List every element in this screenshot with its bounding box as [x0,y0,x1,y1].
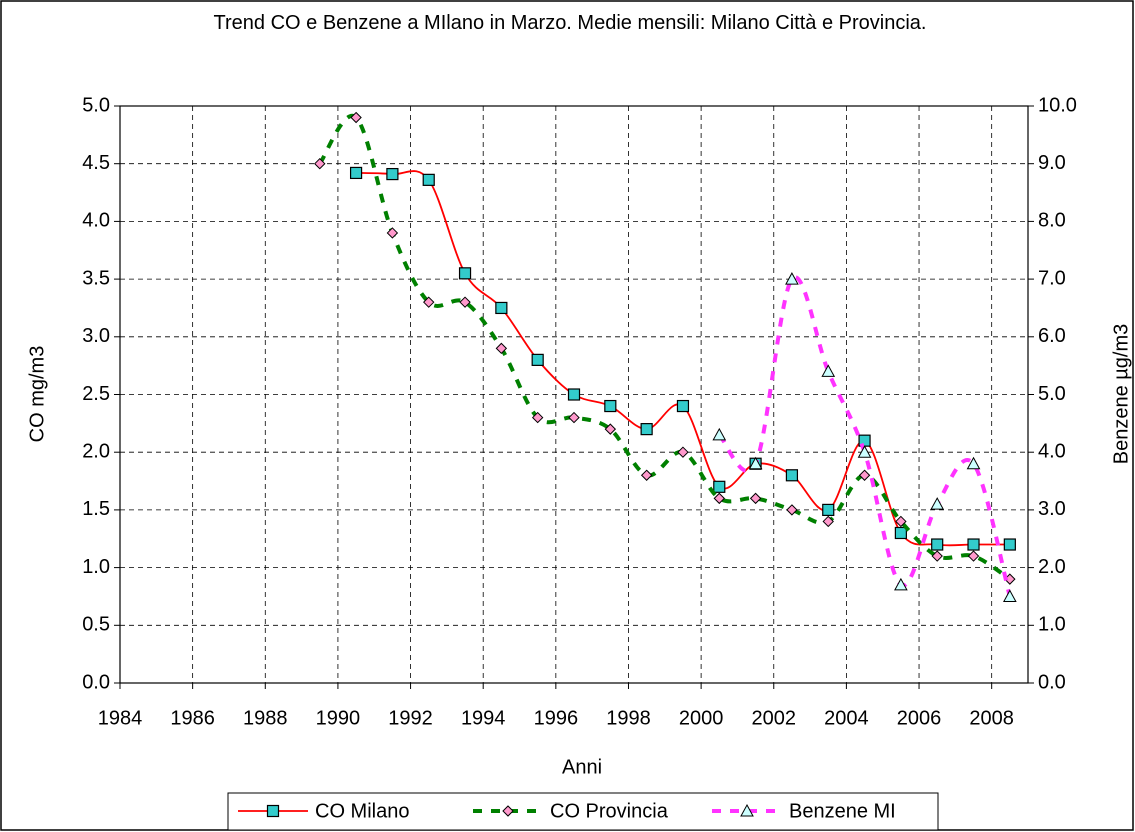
legend-label: CO Milano [315,800,409,822]
marker [930,497,945,510]
marker [422,173,435,186]
x-tick-label: 1994 [461,707,506,729]
y2-tick-label: 0.0 [1038,671,1066,693]
y-tick-label: 0.5 [82,614,110,636]
y-tick-label: 3.5 [82,267,110,289]
marker [676,399,690,413]
x-tick-label: 1984 [98,707,143,729]
marker [495,301,508,315]
y2-tick-label: 5.0 [1038,383,1066,405]
marker [712,427,727,441]
marker [785,469,799,482]
y2-tick-label: 7.0 [1038,267,1066,289]
marker [1003,538,1016,551]
marker [567,388,581,401]
marker [931,550,943,562]
marker [350,111,362,124]
y2-tick-label: 1.0 [1038,614,1066,636]
marker [967,550,980,562]
marker [1002,589,1017,602]
y-tick-label: 4.0 [82,210,110,232]
y2-tick-label: 8.0 [1038,210,1066,232]
x-tick-label: 2006 [897,707,942,729]
y-tick-label: 2.0 [82,440,110,462]
legend-box [227,792,939,831]
marker [531,353,544,366]
marker [604,399,617,413]
y-tick-label: 4.5 [82,152,110,174]
marker [931,538,944,551]
marker [785,272,799,285]
y-tick-label: 0.0 [82,671,110,693]
marker [604,423,617,435]
x-tick-label: 1986 [170,707,215,729]
marker [822,503,835,516]
legend-label: Benzene MI [789,800,896,822]
marker [531,411,544,424]
legend-marker [266,804,280,818]
y2-tick-label: 4.0 [1038,440,1066,462]
chart-title: Trend CO e Benzene a MIlano in Marzo. Me… [213,12,927,34]
y-tick-label: 1.0 [82,556,110,578]
marker [386,227,399,239]
y-axis-label: CO mg/m3 [26,346,48,443]
marker [314,157,326,170]
marker [640,469,653,481]
y-tick-label: 1.5 [82,498,110,520]
series-line [318,113,1011,581]
x-tick-label: 2002 [752,707,797,729]
x-tick-label: 1998 [606,707,651,729]
y-tick-label: 2.5 [82,383,110,405]
marker [677,446,689,458]
marker [967,538,980,551]
x-tick-label: 1992 [388,707,433,729]
marker [458,267,472,280]
marker [894,526,907,540]
marker [894,577,908,591]
legend-marker [502,805,514,817]
marker [857,445,872,458]
x-tick-label: 2004 [824,707,869,729]
x-tick-label: 1996 [534,707,579,729]
x-tick-label: 2000 [679,707,724,729]
x-tick-label: 2008 [969,707,1014,729]
marker [568,411,580,424]
marker [749,492,762,505]
x-tick-label: 1988 [243,707,288,729]
marker [640,423,653,436]
y-tick-label: 3.0 [82,325,110,347]
marker [459,296,471,308]
legend-marker [740,803,754,817]
marker [895,515,907,528]
marker [386,167,399,181]
y2-axis-label: Benzene µg/m3 [1110,324,1132,465]
marker [821,364,836,377]
x-tick-label: 1990 [316,707,361,729]
marker [822,515,834,528]
marker [748,456,763,470]
x-axis-label: Anni [562,756,602,778]
marker [858,469,871,481]
plot-area [119,105,1029,684]
y2-tick-label: 3.0 [1038,498,1066,520]
marker [423,296,435,308]
legend-label: CO Provincia [550,800,669,822]
marker [495,342,508,355]
marker [713,492,725,505]
y2-tick-label: 9.0 [1038,152,1066,174]
marker [966,456,981,470]
marker [713,480,726,493]
y2-tick-label: 2.0 [1038,556,1066,578]
marker [786,504,798,516]
y2-tick-label: 6.0 [1038,325,1066,347]
y-tick-label: 5.0 [82,94,110,116]
marker [349,166,363,180]
y2-tick-label: 10.0 [1038,94,1077,116]
